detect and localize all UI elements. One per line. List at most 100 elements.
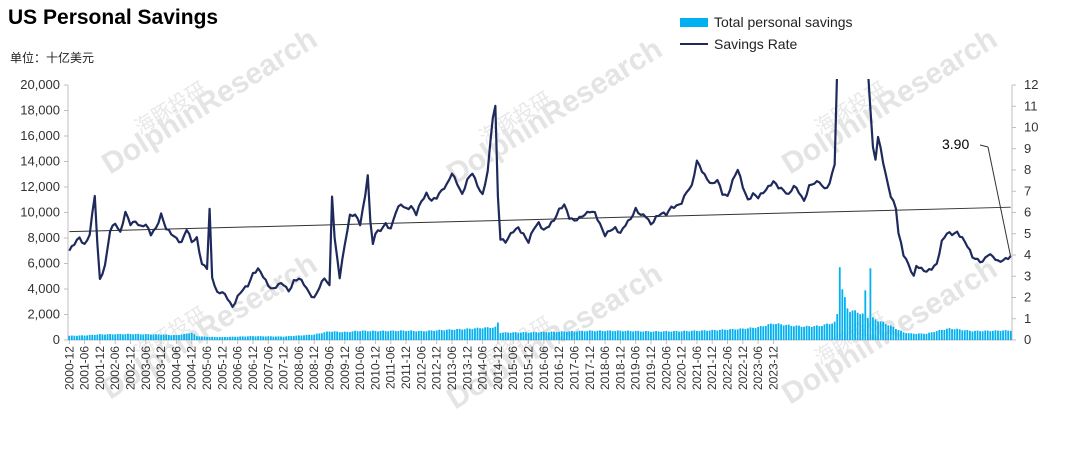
x-tick-label: 2018-12: [613, 346, 627, 390]
x-tick-label: 2002-06: [108, 346, 122, 390]
x-tick-label: 2018-06: [598, 346, 612, 390]
savings-bar: [685, 330, 688, 340]
savings-bar: [576, 331, 578, 340]
savings-bar: [267, 336, 270, 340]
savings-bar: [489, 327, 492, 340]
savings-bar: [877, 321, 879, 340]
savings-bar: [433, 330, 436, 340]
savings-bar: [979, 331, 982, 340]
savings-bar: [994, 330, 997, 340]
x-tick-label: 2013-06: [445, 346, 459, 390]
savings-bar: [698, 331, 701, 340]
savings-bar: [206, 336, 208, 340]
savings-bar: [466, 328, 469, 340]
savings-bar: [642, 331, 645, 340]
savings-bar: [308, 334, 310, 340]
savings-bar: [504, 332, 507, 340]
savings-bar: [601, 330, 604, 340]
savings-bar: [244, 336, 247, 340]
savings-bar: [928, 332, 930, 340]
y-right-tick-label: 7: [1024, 183, 1031, 198]
savings-bar: [241, 336, 244, 340]
savings-bar: [869, 268, 872, 340]
savings-bar: [581, 330, 583, 340]
watermark-text: DolphinResearch: [441, 32, 668, 191]
savings-bar: [394, 331, 397, 340]
savings-bar: [785, 324, 788, 340]
savings-bar: [777, 323, 780, 340]
savings-bar: [678, 331, 680, 340]
savings-bar: [303, 335, 305, 340]
savings-bar: [272, 336, 275, 340]
savings-bar: [407, 330, 410, 340]
x-tick-label: 2001-12: [93, 346, 107, 390]
savings-bar: [129, 333, 132, 340]
savings-bar: [570, 330, 573, 340]
savings-bar: [155, 334, 157, 340]
x-tick-label: 2005-12: [215, 346, 229, 390]
savings-bar: [522, 332, 525, 340]
savings-bar: [221, 336, 224, 340]
savings-bar: [254, 336, 257, 340]
x-tick-label: 2016-12: [552, 346, 566, 390]
savings-bar: [540, 331, 543, 340]
savings-bar: [170, 335, 173, 340]
savings-bar: [1007, 330, 1010, 340]
savings-bar: [68, 335, 71, 340]
savings-rate-layer: [68, 79, 1012, 309]
savings-bar: [78, 335, 81, 340]
savings-bar: [951, 329, 953, 340]
savings-bar: [749, 327, 752, 340]
savings-bar: [882, 321, 885, 340]
savings-bar: [548, 332, 550, 340]
savings-bar: [70, 335, 73, 340]
savings-bar: [481, 328, 484, 340]
savings-bar: [821, 326, 823, 340]
x-tick-label: 2023-12: [766, 346, 780, 390]
savings-bar: [736, 329, 739, 340]
savings-bar: [923, 333, 925, 340]
savings-bar: [795, 325, 798, 340]
savings-bar: [660, 331, 663, 340]
savings-bar: [188, 333, 191, 340]
savings-bar: [471, 329, 474, 340]
x-tick-label: 2022-06: [721, 346, 735, 390]
annotation-layer: 3.90: [942, 136, 1012, 258]
savings-bar: [405, 331, 407, 340]
savings-bar: [121, 334, 124, 340]
savings-bar: [716, 330, 719, 340]
x-tick-label: 2019-06: [629, 346, 643, 390]
savings-bar: [527, 332, 530, 340]
savings-bar: [739, 328, 742, 340]
y-left-tick-label: 6,000: [27, 256, 60, 271]
savings-bar: [627, 330, 629, 340]
savings-bar: [650, 331, 652, 340]
savings-bar: [879, 321, 882, 340]
savings-bar: [448, 329, 451, 340]
savings-bar: [234, 336, 237, 340]
savings-bar: [884, 324, 887, 340]
savings-bar: [849, 312, 851, 340]
savings-bar: [599, 330, 601, 340]
savings-bar: [956, 328, 959, 340]
savings-bar: [116, 333, 119, 340]
savings-bar: [854, 310, 856, 340]
y-left-tick-label: 14,000: [20, 154, 60, 169]
savings-bar: [629, 331, 632, 340]
savings-bar: [843, 297, 846, 340]
savings-bar: [412, 331, 415, 340]
savings-bar: [287, 336, 290, 340]
savings-bar: [938, 329, 941, 340]
savings-bar: [782, 325, 785, 340]
unit-label: 单位：十亿美元: [10, 51, 95, 65]
savings-bar: [491, 327, 494, 340]
savings-bar: [563, 331, 566, 340]
savings-bar: [935, 331, 938, 340]
savings-bar: [764, 325, 767, 340]
savings-bar: [364, 330, 367, 340]
legend-item-rate: Savings Rate: [680, 34, 853, 54]
x-tick-label: 2007-12: [277, 346, 291, 390]
savings-bar: [514, 332, 517, 340]
savings-bar: [614, 331, 617, 340]
savings-bar: [670, 331, 673, 340]
